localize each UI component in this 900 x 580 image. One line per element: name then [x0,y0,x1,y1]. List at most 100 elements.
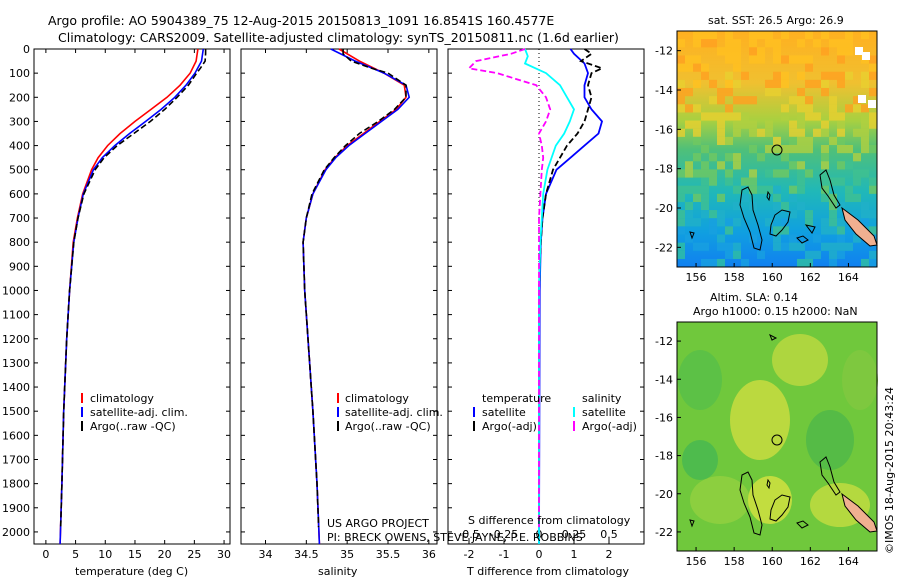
depth-tick-label: 100 [9,67,30,80]
map-x-tick-label: 164 [838,555,859,568]
series-line-argo-raw-qc- [302,49,407,528]
map-y-tick-label: -12 [655,45,673,58]
depth-tick-label: 1200 [2,333,30,346]
legend-label-temp-argo: Argo(-adj) [482,420,537,433]
depth-tick-label: 2000 [2,526,30,539]
figure-title-line2: Climatology: CARS2009. Satellite-adjuste… [58,30,619,45]
temperature-legend: climatology satellite-adj. clim. Argo(..… [81,392,188,433]
sla-argo-marker [771,434,783,446]
credits-line2: PI: BRECK OWENS, STEVE JAYNE, P.E. ROBBI… [327,531,583,544]
x-tick-label: 20 [158,548,172,561]
sla-map-title2: Argo h1000: 0.15 h2000: NaN [693,305,858,318]
x-tick-label: 1 [571,548,578,561]
map-x-tick-label: 158 [724,271,745,284]
salinity-xlabel: salinity [318,565,358,578]
x-tick-label: 34.5 [294,548,319,561]
x-tick-label: 2 [606,548,613,561]
depth-tick-label: 1900 [2,502,30,515]
x-tick-label: 34 [259,548,273,561]
depth-tick-label: 1800 [2,478,30,491]
depth-tick-label: 0 [23,43,30,56]
x-tick-label: 15 [128,548,142,561]
x-tick-label: 25 [187,548,201,561]
x-tick-label: -2 [464,548,475,561]
legend-label-sal-satellite: satellite [582,406,626,419]
depth-tick-label: 1400 [2,381,30,394]
depth-tick-label: 600 [9,188,30,201]
map-y-tick-label: -16 [655,411,673,424]
x-tick-label: 30 [217,548,231,561]
depth-tick-label: 500 [9,164,30,177]
legend-label-temp-satellite: satellite [482,406,526,419]
legend-label-climatology: climatology [345,392,409,405]
sst-map-frame [676,30,878,268]
sst-map-title: sat. SST: 26.5 Argo: 26.9 [708,14,844,27]
series-line-salinity-argo-adj- [467,48,552,528]
map-x-tick-label: 156 [686,271,707,284]
map-y-tick-label: -18 [655,163,673,176]
sla-map-frame [676,321,878,552]
x2-tick-label: 0.5 [600,528,618,541]
depth-tick-labels: 0 100 200 300 400 500 600 700 800 900 1000 1100 1200… [2,43,30,539]
x2-tick-label: 0.25 [562,528,587,541]
legend-title-temperature: temperature [482,392,551,405]
map-y-tick-label: -14 [655,373,673,386]
map-y-tick-label: -12 [655,335,673,348]
map-x-tick-label: 156 [686,555,707,568]
map-y-tick-label: -16 [655,123,673,136]
map-axes: 156 158 160 162 164 -12 -14 -16 -18 -20 -22 156 158 1… [655,45,859,568]
sla-coastline [689,333,841,536]
map-y-tick-label: -18 [655,450,673,463]
depth-tick-label: 1500 [2,405,30,418]
x2-tick-label: -0.25 [490,528,518,541]
difference-legend: temperature satellite Argo(-adj) salinit… [473,392,637,433]
x-tick-label: 35 [340,548,354,561]
depth-tick-label: 300 [9,115,30,128]
depth-tick-label: 1700 [2,453,30,466]
sla-land [841,492,878,533]
legend-label-climatology: climatology [90,392,154,405]
legend-title-salinity: salinity [582,392,622,405]
difference-plot-frame [447,48,645,545]
legend-label-satellite: satellite-adj. clim. [345,406,443,419]
timestamp: ©IMOS 18-Aug-2015 20:43:24 [883,387,896,554]
x-tick-label: 0 [536,548,543,561]
x-tick-label: -1 [499,548,510,561]
x-tick-label: 36 [422,548,436,561]
temperature-plot-frame [33,48,231,545]
difference-xlabel2: S difference from climatology [468,514,631,527]
salinity-plot: 34 34.5 35 35.5 36 [241,48,437,561]
x-tick-label: 0 [42,548,49,561]
series-line-temperature-satellite [538,48,604,545]
temperature-xlabel: temperature (deg C) [75,565,188,578]
legend-label-satellite: satellite-adj. clim. [90,406,188,419]
legend-label-sal-argo: Argo(-adj) [582,420,637,433]
depth-tick-label: 200 [9,91,30,104]
x-tick-label: 5 [72,548,79,561]
legend-label-argo: Argo(..raw -QC) [345,420,431,433]
sst-argo-marker [771,144,783,156]
map-x-tick-label: 162 [800,271,821,284]
depth-tick-label: 700 [9,212,30,225]
series-line-satellite-adj-clim- [302,48,411,545]
depth-tick-label: 1600 [2,429,30,442]
temperature-plot: 0 5 10 15 20 25 30 [34,48,231,561]
difference-plot: -2 -1 0 1 2-0.5 -0.25 0 0.25 0.5 [448,48,644,561]
map-x-tick-label: 160 [762,271,783,284]
depth-tick-label: 400 [9,140,30,153]
difference-xlabel: T difference from climatology [466,565,629,578]
x-tick-label: 35.5 [376,548,401,561]
sla-map-title1: Altim. SLA: 0.14 [710,291,798,304]
depth-tick-label: 900 [9,260,30,273]
sst-land [841,206,878,247]
series-line-climatology [59,48,199,545]
salinity-legend: climatology satellite-adj. clim. Argo(..… [337,392,443,433]
sst-coastline [689,169,841,251]
series-line-climatology [302,48,407,545]
x-tick-label: 10 [98,548,112,561]
map-y-tick-label: -14 [655,84,673,97]
map-x-tick-label: 164 [838,271,859,284]
sla-map [676,321,878,552]
sst-map [676,30,878,268]
